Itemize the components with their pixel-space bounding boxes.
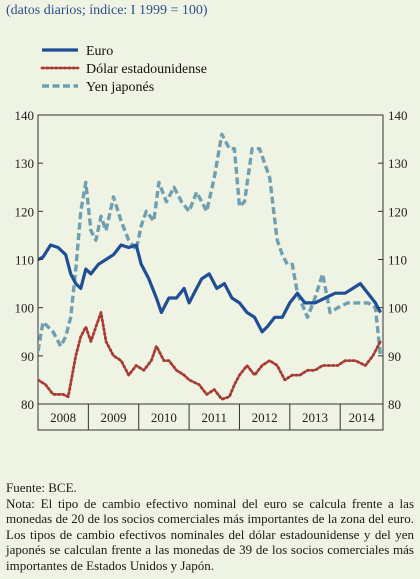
exchange-rate-chart: Euro Dólar estadounidense Yen japonés 80 90… [15, 44, 408, 431]
y-tick-label-left: 140 [15, 108, 35, 123]
y-tick-label-right: 120 [388, 204, 408, 219]
x-axis: 2008 2009 2010 2011 2012 2013 2014 [50, 404, 375, 430]
y-tick-label-left: 90 [21, 349, 34, 364]
x-tick-label: 2011 [202, 410, 228, 425]
y-tick-label-left: 80 [21, 397, 34, 412]
x-tick-label: 2009 [101, 410, 127, 425]
series-line-euro [38, 243, 382, 334]
legend-label-usd: Dólar estadounidense [86, 62, 207, 77]
legend: Euro Dólar estadounidense Yen japonés [40, 44, 207, 95]
y-tick-label-left: 100 [15, 301, 35, 316]
x-tick-label: 2013 [302, 410, 328, 425]
series-line-yen [38, 132, 383, 356]
y-tick-label-right: 100 [388, 301, 408, 316]
footer: Fuente: BCE. Nota: El tipo de cambio efe… [6, 480, 414, 573]
y-tick-label-right: 110 [388, 253, 407, 268]
note-text: Nota: El tipo de cambio efectivo nominal… [6, 495, 414, 573]
y-tick-label-left: 120 [15, 204, 35, 219]
legend-label-yen: Yen japonés [86, 80, 154, 95]
y-tick-label-right: 90 [388, 349, 401, 364]
y-axis-left: 80 90 100 110 120 130 140 [15, 108, 43, 412]
y-tick-label-left: 130 [15, 156, 35, 171]
y-axis-right: 80 90 100 110 120 130 140 [378, 108, 408, 412]
y-tick-label-right: 140 [388, 108, 408, 123]
x-tick-label: 2012 [252, 410, 278, 425]
chart-subtitle: (datos diarios; índice: I 1999 = 100) [6, 3, 208, 18]
plot-frame [37, 114, 384, 431]
x-tick-label: 2010 [151, 410, 177, 425]
x-tick-label: 2014 [349, 410, 376, 425]
legend-label-euro: Euro [86, 44, 113, 59]
x-tick-label: 2008 [50, 410, 76, 425]
series-line-usd [38, 311, 382, 401]
source-text: Fuente: BCE. [6, 480, 77, 495]
series-layer [38, 132, 383, 401]
y-tick-label-right: 80 [388, 397, 401, 412]
y-tick-label-left: 110 [15, 253, 34, 268]
y-tick-label-right: 130 [388, 156, 408, 171]
